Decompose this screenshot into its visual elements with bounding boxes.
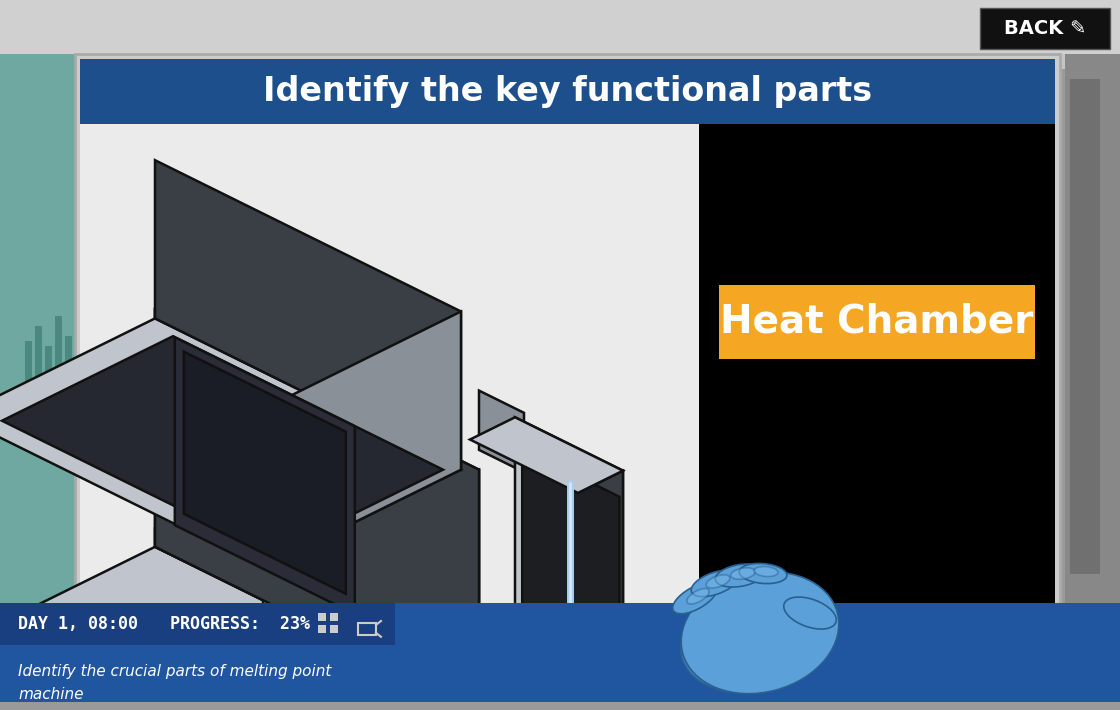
Polygon shape — [522, 449, 619, 710]
Polygon shape — [263, 470, 479, 710]
Ellipse shape — [691, 570, 739, 596]
Bar — [980, 8, 1110, 50]
Text: Heat Chamber: Heat Chamber — [720, 303, 1034, 341]
Bar — [318, 625, 326, 633]
Ellipse shape — [673, 583, 717, 613]
Bar — [330, 625, 338, 633]
Ellipse shape — [687, 589, 709, 604]
Polygon shape — [155, 310, 479, 707]
Bar — [0, 604, 1120, 702]
Text: PROGRESS:  23%: PROGRESS: 23% — [170, 615, 310, 633]
Ellipse shape — [716, 564, 765, 587]
Polygon shape — [470, 417, 623, 493]
Polygon shape — [175, 337, 355, 614]
Polygon shape — [155, 529, 497, 710]
Bar — [35, 327, 43, 395]
Ellipse shape — [681, 572, 839, 694]
Bar — [318, 613, 326, 621]
Polygon shape — [370, 615, 441, 700]
Polygon shape — [479, 391, 524, 472]
Bar — [80, 60, 1055, 613]
Bar — [45, 346, 52, 395]
Polygon shape — [515, 417, 623, 710]
Polygon shape — [0, 569, 497, 710]
Bar — [75, 55, 1060, 618]
Bar — [0, 55, 105, 604]
Bar — [358, 623, 376, 635]
Ellipse shape — [754, 567, 778, 577]
Bar — [85, 351, 92, 395]
Bar — [25, 341, 32, 395]
Polygon shape — [155, 310, 479, 707]
Bar — [0, 604, 395, 645]
Polygon shape — [379, 630, 432, 686]
Bar — [699, 124, 1055, 613]
Polygon shape — [578, 471, 623, 710]
Bar — [55, 317, 62, 395]
Bar — [75, 307, 82, 395]
Polygon shape — [0, 547, 479, 710]
Ellipse shape — [681, 593, 820, 693]
Bar — [80, 60, 1055, 124]
Bar — [1070, 79, 1100, 574]
Text: DAY 1, 08:00: DAY 1, 08:00 — [18, 615, 138, 633]
Text: Identify the key functional parts: Identify the key functional parts — [263, 75, 872, 108]
Polygon shape — [0, 318, 461, 567]
Ellipse shape — [730, 568, 755, 579]
Polygon shape — [2, 337, 444, 555]
Text: Identify the crucial parts of melting point
machine: Identify the crucial parts of melting po… — [18, 665, 332, 701]
Ellipse shape — [706, 575, 730, 588]
Bar — [1065, 55, 1120, 608]
Polygon shape — [263, 698, 497, 710]
Bar — [65, 337, 72, 395]
Ellipse shape — [784, 597, 837, 629]
Bar — [0, 0, 1120, 69]
Text: BACK ✎: BACK ✎ — [1004, 19, 1086, 38]
Polygon shape — [155, 160, 461, 470]
Bar — [330, 613, 338, 621]
Polygon shape — [184, 351, 346, 594]
Ellipse shape — [739, 564, 787, 584]
Bar — [0, 0, 1120, 55]
Polygon shape — [263, 312, 461, 567]
Bar — [719, 285, 1035, 359]
